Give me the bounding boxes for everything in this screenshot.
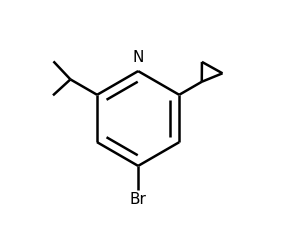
- Text: N: N: [133, 50, 144, 65]
- Text: Br: Br: [130, 192, 147, 207]
